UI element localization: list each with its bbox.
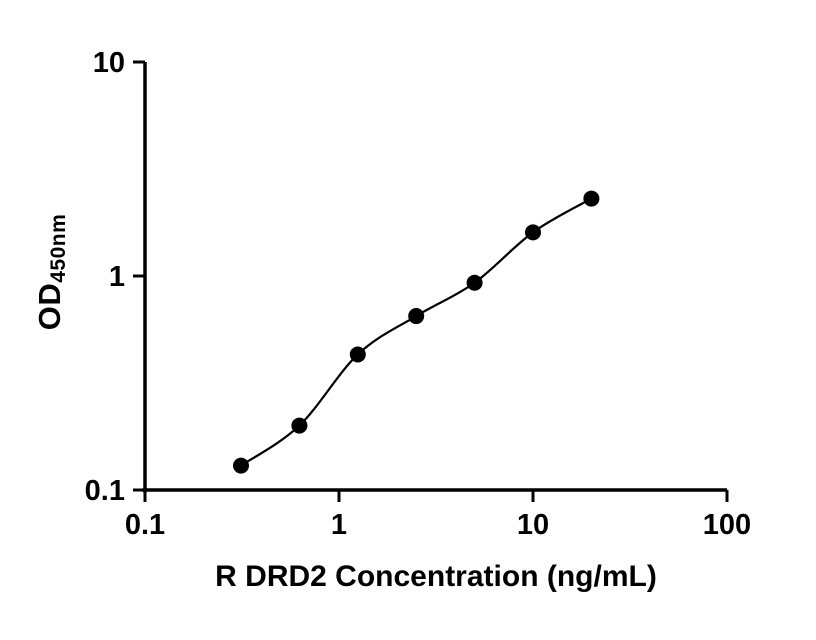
data-point	[291, 417, 308, 434]
data-point	[525, 224, 541, 241]
y-axis-label-main: OD	[32, 282, 67, 331]
x-axis-label: R DRD2 Concentration (ng/mL)	[215, 560, 657, 593]
x-tick-label: 100	[703, 509, 751, 541]
data-point	[583, 190, 600, 207]
y-axis-label-subscript: 450nm	[47, 213, 70, 283]
data-point	[349, 346, 366, 363]
y-tick-label: 10	[93, 47, 125, 79]
y-tick-label: 1	[109, 261, 125, 293]
x-tick-label: 1	[331, 509, 347, 541]
y-tick-label: 0.1	[85, 475, 125, 507]
data-point	[408, 308, 425, 325]
data-point	[466, 274, 483, 291]
y-axis-label: OD450nm	[32, 213, 70, 331]
x-tick-label: 0.1	[125, 509, 165, 541]
data-point	[233, 457, 250, 474]
x-tick-label: 10	[517, 509, 549, 541]
